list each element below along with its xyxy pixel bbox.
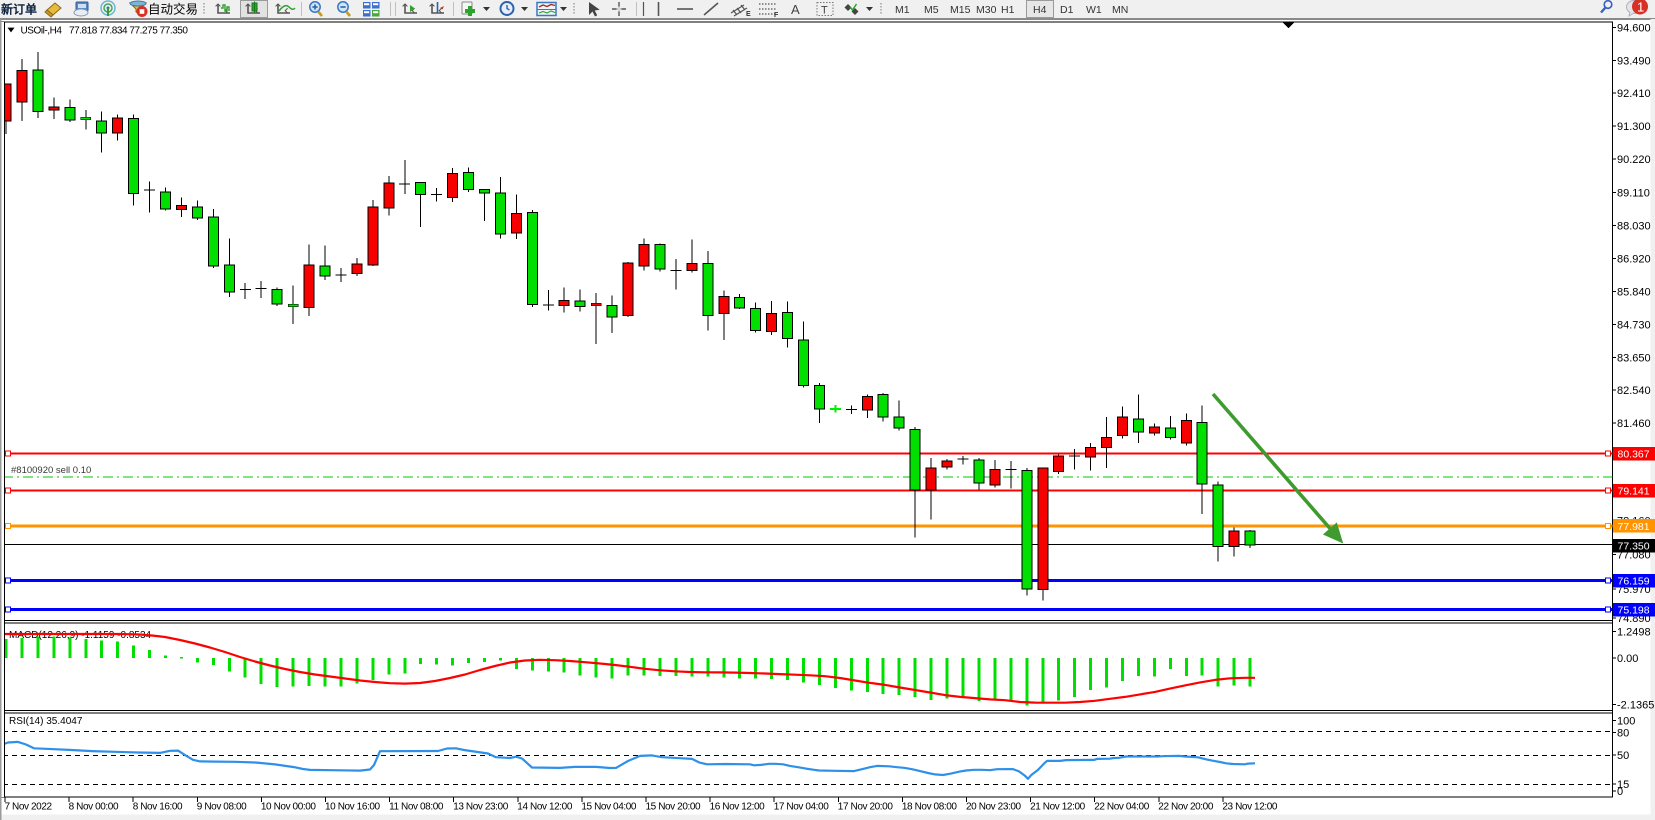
svg-text:100: 100 <box>1617 716 1635 728</box>
svg-text:15: 15 <box>1617 779 1629 791</box>
svg-text:83.650: 83.650 <box>1617 352 1651 364</box>
svg-text:RSI(14) 35.4047: RSI(14) 35.4047 <box>9 716 83 727</box>
svg-text:93.490: 93.490 <box>1617 55 1651 67</box>
svg-text:90.220: 90.220 <box>1617 154 1651 166</box>
svg-text:77.350: 77.350 <box>1618 541 1650 553</box>
svg-text:92.410: 92.410 <box>1617 88 1651 100</box>
svg-text:USOil-,H4: USOil-,H4 <box>21 26 63 37</box>
svg-text:9 Nov 08:00: 9 Nov 08:00 <box>197 802 247 813</box>
svg-text:10 Nov 16:00: 10 Nov 16:00 <box>325 802 381 813</box>
svg-text:F: F <box>774 12 779 19</box>
svg-text:50: 50 <box>1617 750 1629 762</box>
svg-text:16 Nov 12:00: 16 Nov 12:00 <box>710 802 766 813</box>
svg-text:新订单: 新订单 <box>1 2 37 17</box>
svg-text:23 Nov 12:00: 23 Nov 12:00 <box>1222 802 1278 813</box>
svg-text:84.730: 84.730 <box>1617 319 1651 331</box>
svg-text:0.00: 0.00 <box>1617 653 1638 665</box>
svg-text:15 Nov 20:00: 15 Nov 20:00 <box>646 802 702 813</box>
svg-text:22 Nov 20:00: 22 Nov 20:00 <box>1158 802 1214 813</box>
svg-text:17 Nov 04:00: 17 Nov 04:00 <box>774 802 830 813</box>
svg-text:91.300: 91.300 <box>1617 121 1651 133</box>
svg-text:H4: H4 <box>1033 4 1047 16</box>
svg-text:21 Nov 12:00: 21 Nov 12:00 <box>1030 802 1086 813</box>
svg-text:79.141: 79.141 <box>1618 486 1650 498</box>
svg-text:14 Nov 12:00: 14 Nov 12:00 <box>517 802 573 813</box>
svg-text:1: 1 <box>1637 0 1644 15</box>
svg-text:82.540: 82.540 <box>1617 385 1651 397</box>
svg-text:11 Nov 08:00: 11 Nov 08:00 <box>389 802 444 813</box>
svg-text:15 Nov 04:00: 15 Nov 04:00 <box>581 802 637 813</box>
svg-text:0: 0 <box>1617 786 1623 798</box>
svg-text:M30: M30 <box>976 4 997 16</box>
svg-text:8 Nov 16:00: 8 Nov 16:00 <box>133 802 183 813</box>
svg-text:E: E <box>746 11 751 18</box>
svg-text:17 Nov 20:00: 17 Nov 20:00 <box>838 802 894 813</box>
svg-text:80.367: 80.367 <box>1618 449 1650 461</box>
svg-text:M15: M15 <box>950 4 971 16</box>
svg-text:#8100920 sell 0.10: #8100920 sell 0.10 <box>11 465 91 476</box>
svg-text:88.030: 88.030 <box>1617 220 1651 232</box>
svg-text:10 Nov 00:00: 10 Nov 00:00 <box>261 802 317 813</box>
svg-text:18 Nov 08:00: 18 Nov 08:00 <box>902 802 958 813</box>
svg-text:T: T <box>821 5 828 17</box>
svg-text:94.600: 94.600 <box>1617 23 1651 35</box>
svg-text:W1: W1 <box>1086 4 1102 16</box>
svg-text:81.460: 81.460 <box>1617 418 1651 430</box>
svg-text:20 Nov 23:00: 20 Nov 23:00 <box>966 802 1022 813</box>
svg-text:M1: M1 <box>895 4 910 16</box>
svg-text:-2.1365: -2.1365 <box>1617 699 1654 711</box>
svg-text:7 Nov 2022: 7 Nov 2022 <box>5 802 53 813</box>
svg-text:H1: H1 <box>1001 4 1015 16</box>
svg-text:80: 80 <box>1617 728 1629 740</box>
svg-text:8 Nov 00:00: 8 Nov 00:00 <box>69 802 119 813</box>
svg-text:86.920: 86.920 <box>1617 253 1651 265</box>
svg-text:22 Nov 04:00: 22 Nov 04:00 <box>1094 802 1150 813</box>
svg-text:M5: M5 <box>924 4 939 16</box>
svg-text:77.981: 77.981 <box>1618 521 1650 533</box>
svg-text:75.198: 75.198 <box>1618 605 1650 617</box>
svg-text:自动交易: 自动交易 <box>148 2 198 17</box>
svg-text:89.110: 89.110 <box>1617 187 1650 199</box>
svg-text:A: A <box>791 2 800 17</box>
svg-text:1.2498: 1.2498 <box>1617 627 1651 639</box>
svg-text:77.818 77.834 77.275 77.350: 77.818 77.834 77.275 77.350 <box>69 26 188 37</box>
svg-text:85.840: 85.840 <box>1617 286 1651 298</box>
svg-text:MN: MN <box>1112 4 1128 16</box>
svg-text:13 Nov 23:00: 13 Nov 23:00 <box>453 802 509 813</box>
svg-text:D1: D1 <box>1060 4 1074 16</box>
svg-text:MACD(12,26,9) -1.1159 -0.8534: MACD(12,26,9) -1.1159 -0.8534 <box>9 630 152 641</box>
svg-text:76.159: 76.159 <box>1618 576 1650 588</box>
